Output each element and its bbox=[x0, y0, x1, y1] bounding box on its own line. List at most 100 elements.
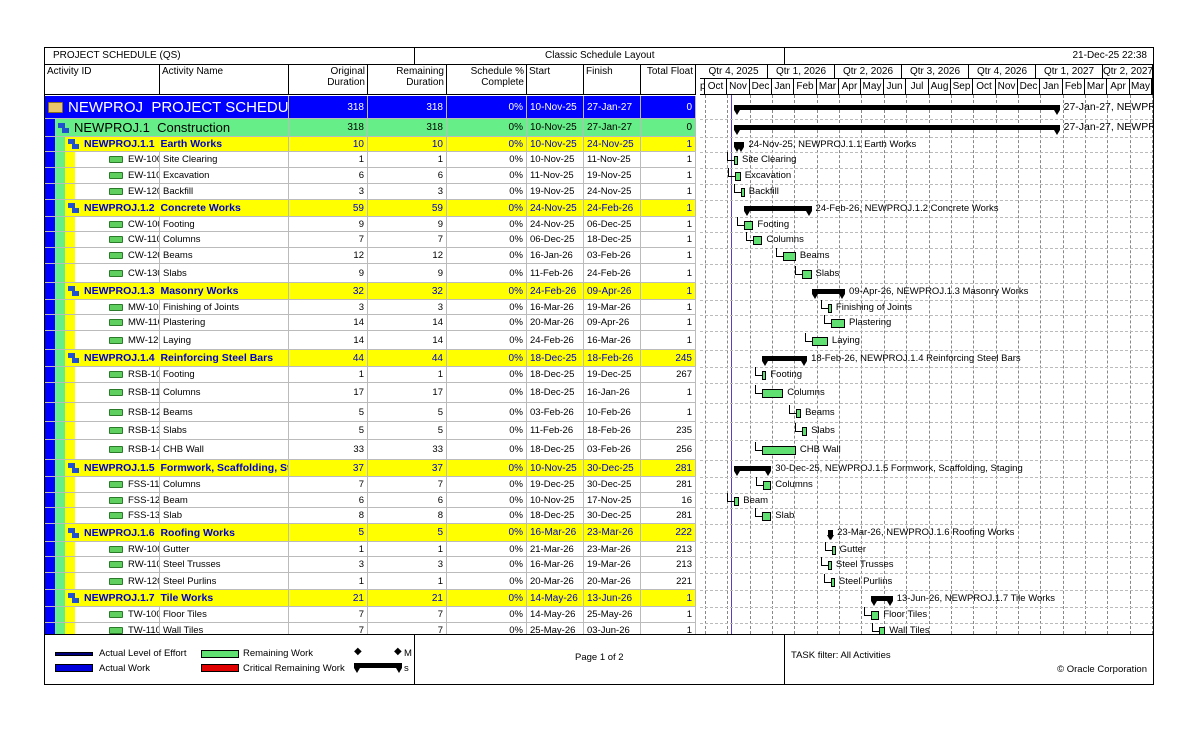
cell-text: 0% bbox=[509, 510, 523, 521]
wbs-row[interactable]: NEWPROJ.1.3 Masonry Works 32 32 0% 24-Feb-26… bbox=[45, 283, 696, 300]
footer-divider bbox=[784, 635, 785, 684]
cell-activity-id: CW-100 bbox=[75, 217, 160, 231]
cell-text: FSS-120 bbox=[128, 494, 160, 506]
row-content: EW-110 Excavation 6 6 0% 11-Nov-25 19-Nov-25 1 bbox=[75, 168, 696, 183]
wbs-row[interactable]: NEWPROJ.1.1 Earth Works 10 10 0% 10-Nov-25 24… bbox=[45, 137, 696, 152]
indent-band bbox=[65, 331, 75, 349]
summary-bar[interactable] bbox=[734, 125, 1060, 130]
activity-row[interactable]: RSB-110 Columns 17 17 0% 18-Dec-25 16-Jan-26 1 bbox=[45, 383, 696, 403]
activity-bar[interactable] bbox=[744, 221, 754, 230]
summary-bar[interactable] bbox=[827, 530, 834, 535]
activity-row[interactable]: MW-100 Finishing of Joints 3 3 0% 16-Mar-26 19… bbox=[45, 300, 696, 315]
activity-icon bbox=[109, 269, 123, 277]
column-header-schedule-percent-complete[interactable]: Schedule % Complete bbox=[447, 65, 527, 95]
spacer bbox=[150, 120, 157, 135]
activity-icon bbox=[109, 512, 123, 519]
column-header-activity-name[interactable]: Activity Name bbox=[160, 65, 289, 95]
cell-text: Footing bbox=[163, 218, 195, 230]
activity-bar[interactable] bbox=[811, 337, 828, 346]
cell-total-float: 1 bbox=[641, 152, 696, 167]
activity-bar[interactable] bbox=[830, 319, 846, 328]
activity-row[interactable]: EW-100 Site Clearing 1 1 0% 10-Nov-25 11-Nov-2… bbox=[45, 152, 696, 168]
wbs-row[interactable]: NEWPROJ.1.7 Tile Works 21 21 0% 14-May-26 13-… bbox=[45, 590, 696, 607]
cell-text: 3 bbox=[437, 559, 443, 570]
cell-finish: 16-Jan-26 bbox=[584, 383, 641, 402]
summary-bar[interactable] bbox=[871, 596, 893, 601]
relationship-line bbox=[727, 168, 736, 177]
wbs-row[interactable]: NEWPROJ.1.5 Formwork, Scaffolding, Stagi… bbox=[45, 460, 696, 477]
column-header-finish[interactable]: Finish bbox=[584, 65, 641, 95]
summary-bar-end bbox=[734, 110, 741, 115]
activity-bar[interactable] bbox=[753, 236, 763, 245]
activity-row[interactable]: RW-120 Steel Purlins 1 1 0% 20-Mar-26 20-Mar-2… bbox=[45, 573, 696, 590]
summary-bar[interactable] bbox=[811, 289, 846, 294]
activity-icon bbox=[109, 236, 123, 243]
activity-bar[interactable] bbox=[762, 389, 784, 398]
column-header-original-duration[interactable]: Original Duration bbox=[289, 65, 368, 95]
summary-bar[interactable] bbox=[734, 466, 772, 471]
activity-bar[interactable] bbox=[762, 446, 796, 455]
activity-bar[interactable] bbox=[783, 252, 796, 261]
activity-row[interactable]: TW-100 Floor Tiles 7 7 0% 14-May-26 25-May-26 1 bbox=[45, 607, 696, 623]
summary-bar[interactable] bbox=[734, 142, 745, 147]
cell-start: 20-Mar-26 bbox=[527, 573, 584, 589]
wbs-row[interactable]: NEWPROJ.1.6 Roofing Works 5 5 0% 16-Mar-26 23… bbox=[45, 524, 696, 542]
wbs-row[interactable]: NEWPROJ.1.2 Concrete Works 59 59 0% 24-Nov-2… bbox=[45, 200, 696, 217]
activity-row[interactable]: RSB-100 Footing 1 1 0% 18-Dec-25 19-Dec-25 267 bbox=[45, 367, 696, 383]
indent-band bbox=[45, 477, 55, 492]
activity-row[interactable]: RW-110 Steel Trusses 3 3 0% 16-Mar-26 19-Mar-2… bbox=[45, 557, 696, 573]
cell-text: 1 bbox=[437, 154, 443, 165]
cell-text: 7 bbox=[437, 479, 443, 490]
cell-text: 1 bbox=[358, 575, 364, 587]
activity-row[interactable]: RSB-120 Beams 5 5 0% 03-Feb-26 10-Feb-26 1 bbox=[45, 403, 696, 422]
activity-row[interactable]: EW-120 Backfill 3 3 0% 19-Nov-25 24-Nov-25 1 bbox=[45, 184, 696, 200]
column-header-total-float[interactable]: Total Float bbox=[641, 65, 696, 95]
activity-bar[interactable] bbox=[879, 627, 886, 634]
wbs-row[interactable]: NEWPROJ.1.4 Reinforcing Steel Bars 44 44 0%… bbox=[45, 350, 696, 367]
activity-row[interactable]: CW-100 Footing 9 9 0% 24-Nov-25 06-Dec-25 1 bbox=[45, 217, 696, 232]
summary-bar[interactable] bbox=[762, 356, 808, 361]
activity-row[interactable]: EW-110 Excavation 6 6 0% 11-Nov-25 19-Nov-25 1 bbox=[45, 168, 696, 184]
bar-label: Footing bbox=[757, 219, 790, 230]
row-gridline bbox=[700, 152, 1153, 153]
activity-bar[interactable] bbox=[871, 611, 880, 620]
legend-label-milestone: M bbox=[404, 648, 412, 659]
activity-row[interactable]: RW-100 Gutter 1 1 0% 21-Mar-26 23-Mar-26 213 bbox=[45, 542, 696, 557]
activity-row[interactable]: CW-130 Slabs 9 9 0% 11-Feb-26 24-Feb-26 1 bbox=[45, 264, 696, 283]
cell-text: 16-Mar-26 bbox=[587, 334, 631, 346]
cell-text: 23-Mar-26 bbox=[587, 543, 631, 555]
activity-row[interactable]: CW-110 Columns 7 7 0% 06-Dec-25 18-Dec-25 1 bbox=[45, 232, 696, 248]
cell-text: 0% bbox=[509, 387, 523, 398]
column-header-start[interactable]: Start bbox=[527, 65, 584, 95]
cell-text: 7 bbox=[437, 624, 443, 635]
cell-remaining-duration: 9 bbox=[368, 264, 447, 282]
summary-bar-end bbox=[762, 361, 769, 366]
activity-row[interactable]: RSB-130 Slabs 5 5 0% 11-Feb-26 18-Feb-26 235 bbox=[45, 422, 696, 440]
activity-bar[interactable] bbox=[801, 270, 812, 279]
activity-bar[interactable] bbox=[762, 512, 772, 521]
cell-text: 11-Nov-25 bbox=[587, 154, 631, 165]
activity-row[interactable]: CW-120 Beams 12 12 0% 16-Jan-26 03-Feb-26 1 bbox=[45, 248, 696, 264]
cell-text: 14-May-26 bbox=[530, 609, 576, 620]
indent-band bbox=[55, 367, 65, 382]
cell-text: 0% bbox=[509, 479, 523, 490]
wbs-row[interactable]: NEWPROJ.1 Construction 318 318 0% 10-Nov-25 2… bbox=[45, 119, 696, 137]
summary-bar[interactable] bbox=[744, 206, 812, 211]
column-header-activity-id[interactable]: Activity ID bbox=[45, 65, 160, 95]
indent-band bbox=[55, 168, 65, 183]
activity-row[interactable]: MW-120 Laying 14 14 0% 24-Feb-26 16-Mar-26 1 bbox=[45, 331, 696, 350]
relationship-line bbox=[872, 623, 881, 632]
wbs-row[interactable]: NEWPROJ PROJECT SCHEDULE3183180%10-Nov-2… bbox=[45, 96, 696, 119]
column-header-remaining-duration[interactable]: Remaining Duration bbox=[368, 65, 447, 95]
summary-bar[interactable] bbox=[734, 105, 1060, 110]
cell-schedule-percent-complete: 0% bbox=[447, 96, 527, 118]
activity-row[interactable]: MW-110 Plastering 14 14 0% 20-Mar-26 09-Apr-26… bbox=[45, 315, 696, 331]
activity-bar[interactable] bbox=[763, 481, 772, 490]
activity-row[interactable]: TW-110 Wall Tiles 7 7 0% 25-May-26 03-Jun-26 1 bbox=[45, 623, 696, 634]
activity-row[interactable]: RSB-140 CHB Wall 33 33 0% 18-Dec-25 03-Feb-26 2… bbox=[45, 440, 696, 460]
cell-text: 11-Nov-25 bbox=[530, 170, 574, 181]
cell-activity-id: MW-110 bbox=[75, 315, 160, 330]
